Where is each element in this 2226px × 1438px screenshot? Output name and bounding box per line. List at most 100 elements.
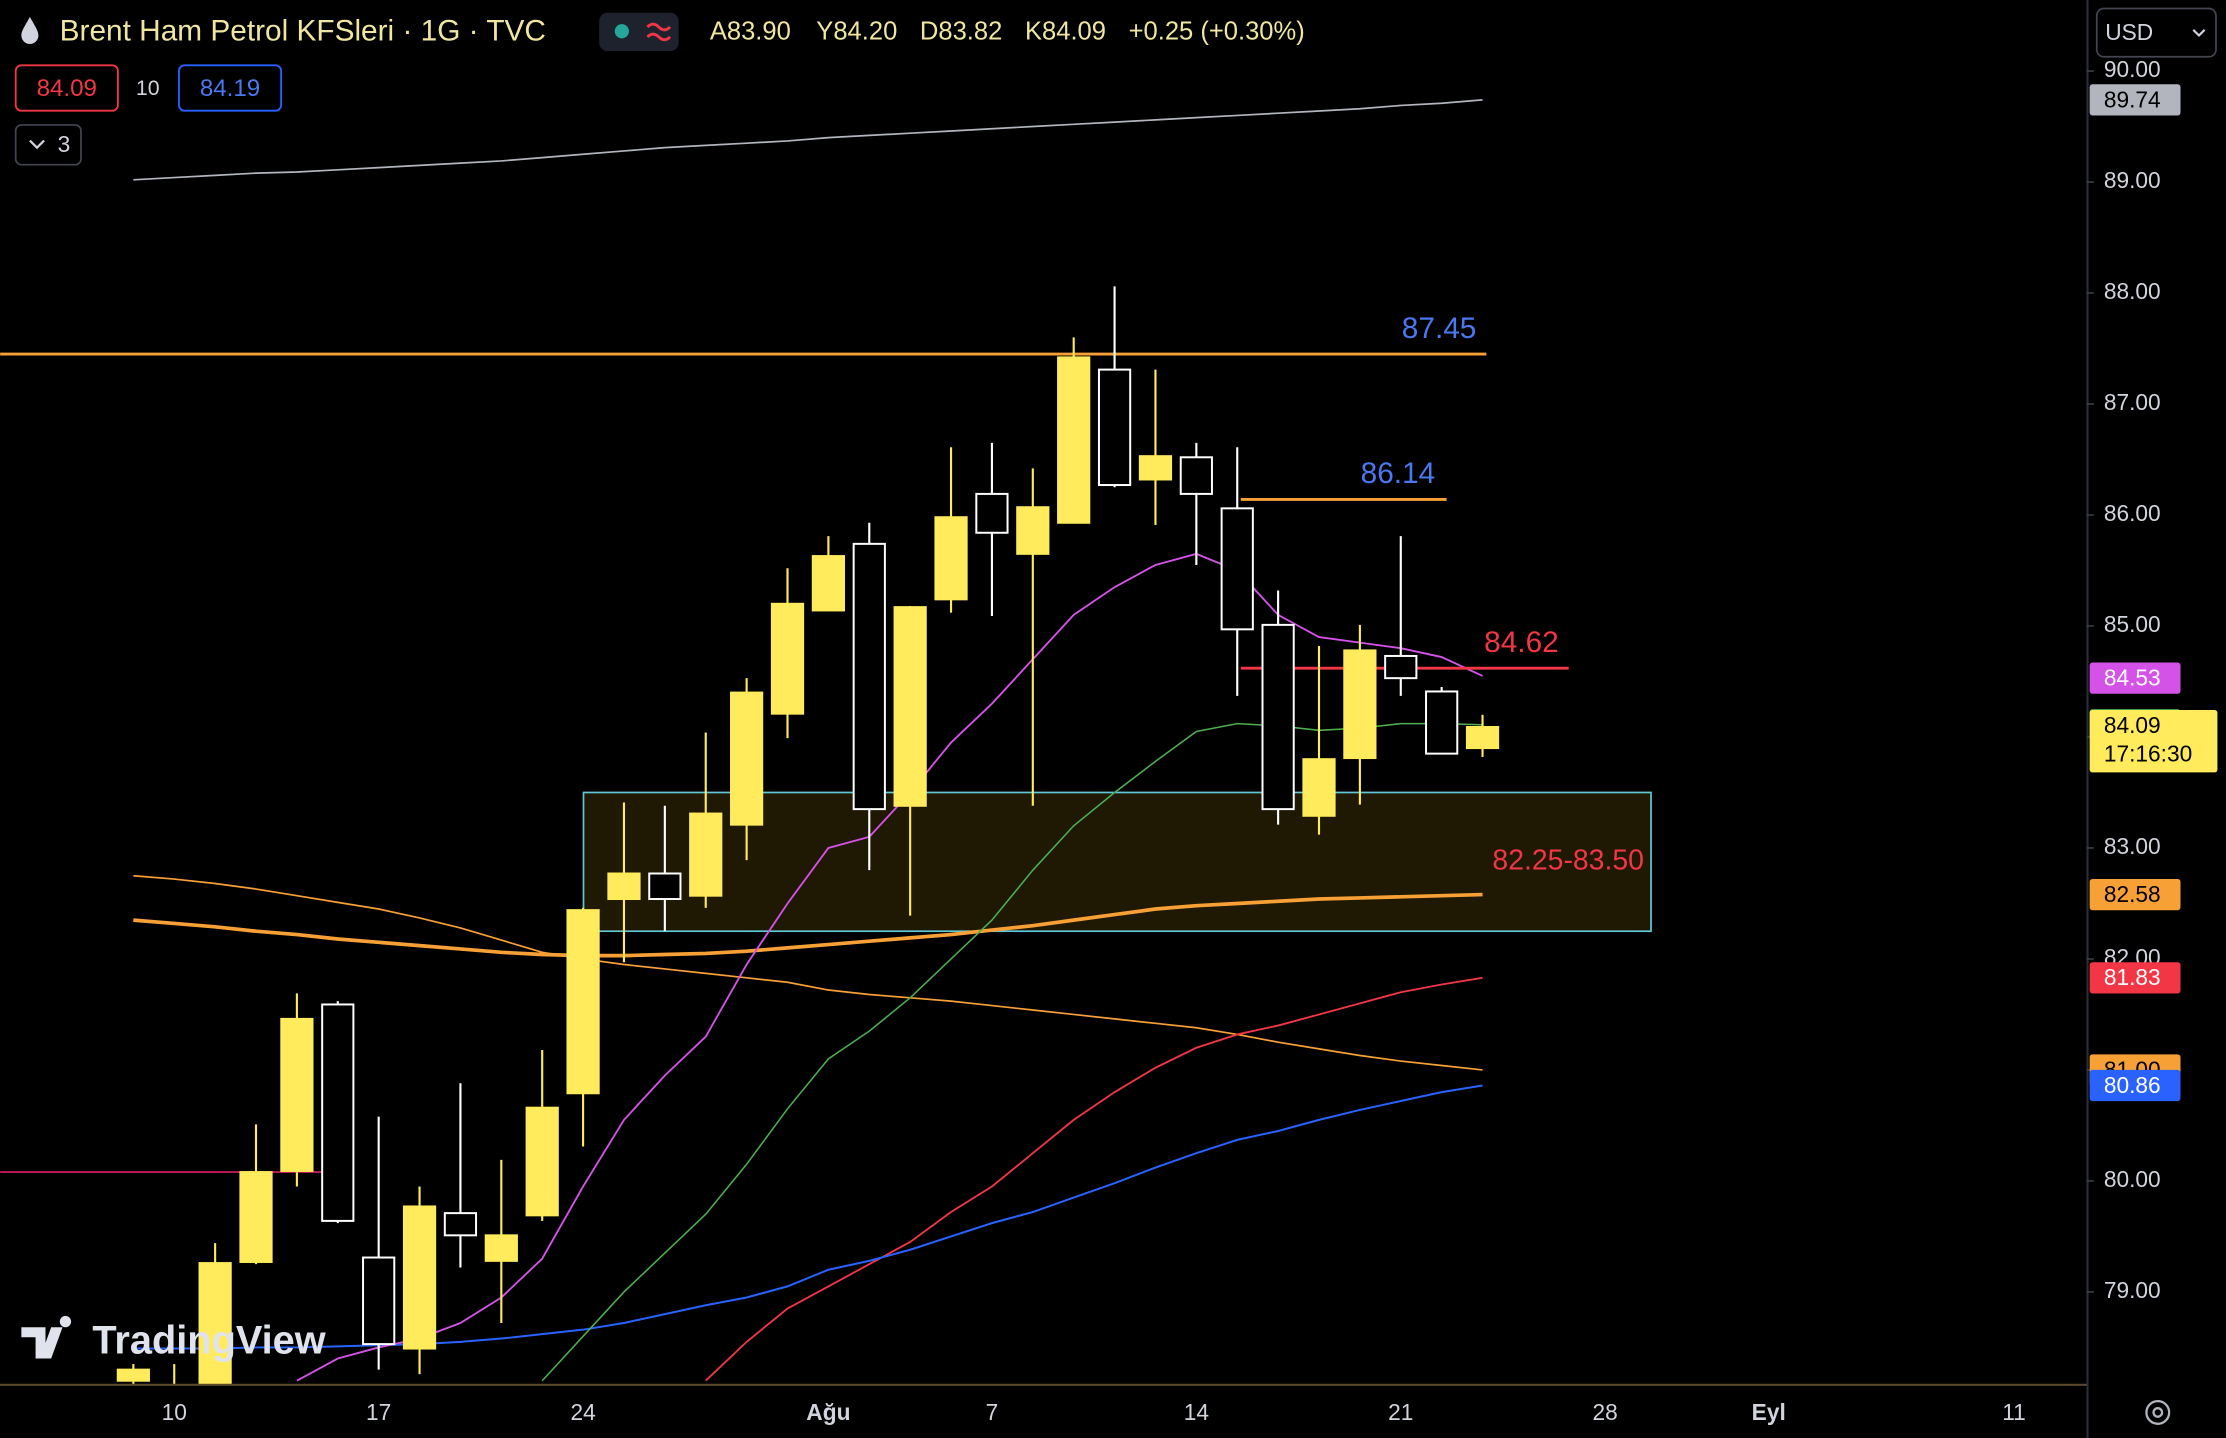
- zone-label: 82.25-83.50: [1492, 844, 1643, 876]
- moving-average-line: [133, 1084, 1483, 1350]
- y-tick-label: 80.00: [2104, 1166, 2161, 1192]
- line-price-badge: [2089, 962, 2181, 994]
- chevron: [29, 139, 45, 150]
- y-tick-label: 90.00: [2104, 56, 2161, 82]
- candle-body: [648, 872, 682, 901]
- x-tick-label: Eyl: [1752, 1399, 1786, 1425]
- moving-average-line: [133, 892, 1483, 958]
- candle-body: [1016, 506, 1050, 555]
- bar-countdown: 17:16:30: [2104, 740, 2192, 766]
- candle-body: [1302, 758, 1336, 817]
- candle-body: [566, 909, 600, 1095]
- line-price-badge: [2089, 662, 2181, 694]
- candle-body: [1465, 725, 1500, 750]
- line-price-badge-text: 84.53: [2104, 665, 2161, 691]
- candle-body: [198, 1262, 232, 1385]
- candle-body: [116, 1368, 150, 1382]
- candle-body: [484, 1234, 518, 1262]
- x-tick-label: 17: [366, 1399, 391, 1425]
- line-price-badge-text: 82.58: [2104, 881, 2161, 907]
- symbol-icon: [21, 17, 39, 45]
- candle-body: [811, 555, 845, 612]
- y-tick-label: 87.00: [2104, 389, 2161, 415]
- moving-average-line: [705, 976, 1483, 1382]
- x-tick-label: 7: [986, 1399, 999, 1425]
- candle-body: [730, 691, 764, 826]
- plot-area: 87.45 86.14 84.62 82.25-83.50: [0, 99, 1652, 1385]
- currency: USD: [2105, 19, 2153, 45]
- candle-body: [893, 606, 927, 807]
- candle-body: [1138, 455, 1173, 481]
- logo-icon: [21, 1315, 72, 1359]
- candle-body: [321, 1003, 355, 1222]
- y-tick-label: 83.00: [2104, 833, 2161, 859]
- price-level-label: 86.14: [1361, 457, 1436, 490]
- logo-text: TradingView: [92, 1318, 325, 1362]
- candle-body: [689, 812, 723, 897]
- candle-body: [975, 492, 1009, 534]
- x-tick-label: 28: [1593, 1399, 1618, 1425]
- candle-body: [1179, 456, 1213, 495]
- line-price-badge-text: 81.83: [2104, 964, 2161, 990]
- candle-body: [525, 1106, 559, 1217]
- sell-price: 84.09: [37, 75, 97, 102]
- y-tick-label: 85.00: [2104, 611, 2161, 637]
- buy-button[interactable]: [178, 64, 283, 112]
- price-level-label: 87.45: [1402, 312, 1477, 345]
- market-open-dot: [614, 24, 629, 39]
- moving-average-line: [133, 99, 1483, 181]
- x-tick-label: 14: [1184, 1399, 1209, 1425]
- price-level-label: 84.62: [1484, 626, 1559, 659]
- candle-body: [362, 1256, 396, 1346]
- ohlc-close: K84.09: [1025, 17, 1106, 45]
- candle-body: [443, 1212, 478, 1237]
- candle-body: [280, 1017, 314, 1172]
- currency-dropdown[interactable]: [2095, 7, 2217, 58]
- x-tick-label: 24: [570, 1399, 595, 1425]
- sell-button[interactable]: [14, 64, 119, 112]
- candle-body: [1261, 623, 1295, 811]
- candle-body: [1343, 649, 1377, 760]
- line-price-badge: [2089, 1069, 2181, 1102]
- spread: 10: [136, 76, 160, 100]
- ohlc-low: D83.82: [920, 17, 1002, 45]
- y-tick-label: 88.00: [2104, 278, 2161, 304]
- x-tick-label: Ağu: [806, 1399, 850, 1425]
- settings-icon[interactable]: [2145, 1399, 2171, 1425]
- ohlc-open: A83.90: [710, 17, 791, 45]
- candle-body: [607, 872, 641, 901]
- candle-body: [239, 1171, 273, 1263]
- symbol-title: Brent Ham Petrol KFSleri · 1G · TVC: [60, 15, 546, 48]
- line-price-badge-text: 89.74: [2104, 86, 2161, 112]
- delay-icon: [646, 22, 672, 42]
- line-price-badge: [2089, 878, 2181, 911]
- candle-body: [402, 1205, 437, 1350]
- x-tick-label: 21: [1388, 1399, 1413, 1425]
- chevron: [2192, 29, 2206, 37]
- candle-body: [1097, 368, 1132, 487]
- y-tick-label: 89.00: [2104, 167, 2161, 193]
- indicators-toggle[interactable]: [14, 124, 82, 166]
- x-tick-label: 10: [162, 1399, 187, 1425]
- line-price-badge: [2089, 84, 2181, 116]
- candle-body: [770, 602, 805, 715]
- last-price: 84.09: [2104, 712, 2161, 738]
- ohlc-change: +0.25 (+0.30%): [1129, 17, 1305, 45]
- moving-average-line: [296, 552, 1483, 1382]
- y-tick-label: 86.00: [2104, 500, 2161, 526]
- y-tick-label: 79.00: [2104, 1277, 2161, 1303]
- candle-body: [1220, 507, 1254, 631]
- candle-body: [1384, 654, 1418, 680]
- status-pill: [599, 12, 679, 52]
- candle-body: [1425, 690, 1459, 755]
- settings-icon-center: [2152, 1407, 2164, 1418]
- line-price-badge-text: 80.86: [2104, 1072, 2161, 1098]
- buy-price: 84.19: [200, 75, 260, 102]
- last-price-badge: [2089, 709, 2218, 773]
- moving-average-line: [541, 722, 1483, 1382]
- ohlc-high: Y84.20: [816, 17, 897, 45]
